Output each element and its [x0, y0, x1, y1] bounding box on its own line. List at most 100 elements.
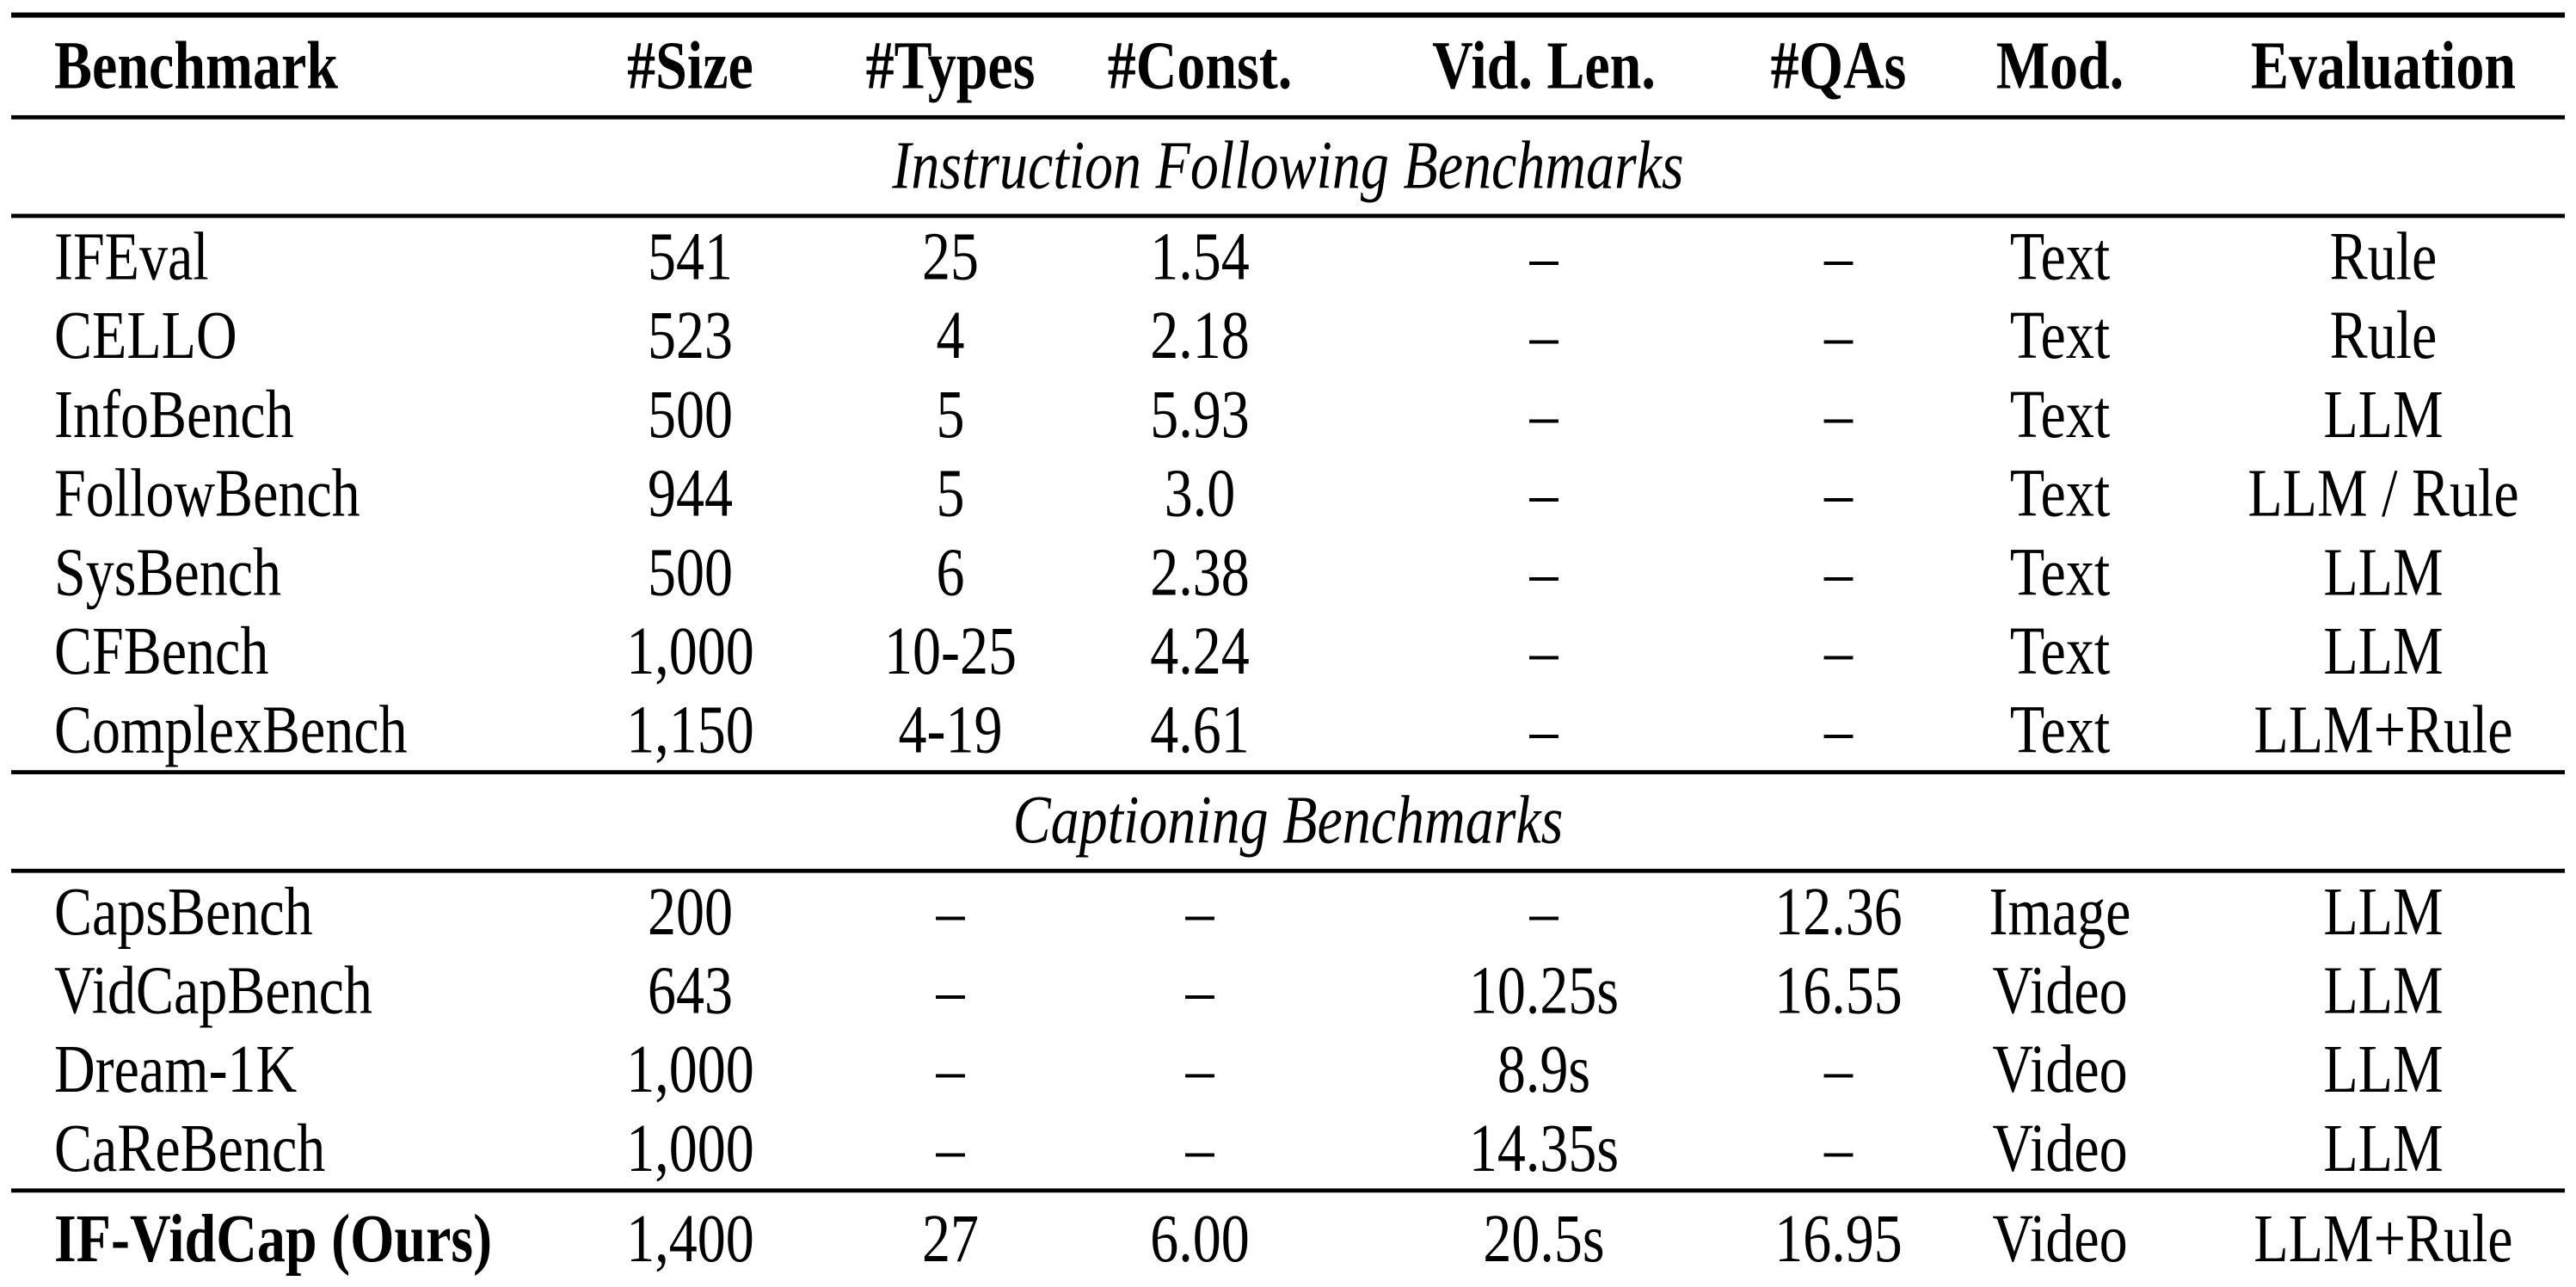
cell-evaluation: LLM / Rule — [2247, 455, 2519, 532]
cell-qas: – — [1824, 455, 1853, 532]
cell-const: 2.38 — [1150, 533, 1250, 610]
cell-size: 1,400 — [626, 1201, 754, 1278]
table-row: ComplexBench 1,150 4-19 4.61 – – Text LLM+Rule — [11, 691, 2565, 773]
cell-types: – — [936, 1031, 965, 1107]
cell-benchmark: IFEval — [54, 218, 209, 295]
cell-vid-len: – — [1529, 297, 1559, 373]
cell-mod: Video — [1992, 951, 2128, 1029]
cell-size: 1,000 — [626, 1031, 754, 1107]
section-title: Instruction Following Benchmarks — [892, 127, 1684, 204]
cell-size: 1,000 — [626, 613, 754, 689]
cell-const: 3.0 — [1164, 455, 1236, 532]
cell-const: – — [1185, 1110, 1214, 1186]
cell-size: 200 — [648, 873, 733, 950]
cell-vid-len: – — [1529, 873, 1559, 950]
cell-benchmark: VidCapBench — [54, 951, 372, 1029]
table-header: Benchmark #Size #Types #Const. Vid. Len.… — [11, 15, 2565, 117]
column-header-vid-len: Vid. Len. — [1432, 28, 1656, 104]
cell-types: – — [936, 951, 965, 1029]
cell-types: 6 — [936, 533, 965, 610]
cell-size: 643 — [648, 951, 733, 1029]
cell-evaluation: LLM — [2323, 873, 2444, 950]
cell-benchmark: CFBench — [54, 613, 269, 689]
cell-benchmark: CaReBench — [54, 1110, 326, 1186]
cell-benchmark: Dream-1K — [54, 1031, 298, 1107]
cell-size: 523 — [648, 297, 733, 373]
cell-benchmark: CELLO — [54, 297, 237, 373]
table-row: SysBench 500 6 2.38 – – Text LLM — [11, 533, 2565, 613]
cell-mod: Image — [1989, 873, 2131, 950]
cell-benchmark: InfoBench — [54, 376, 294, 453]
cell-qas: – — [1824, 613, 1853, 689]
cell-evaluation: LLM+Rule — [2253, 692, 2513, 768]
cell-evaluation: LLM — [2323, 1031, 2444, 1107]
cell-mod: Text — [2009, 297, 2111, 373]
cell-types: – — [936, 1110, 965, 1186]
cell-benchmark: FollowBench — [54, 455, 360, 532]
cell-vid-len: 14.35s — [1468, 1110, 1620, 1186]
cell-qas: – — [1824, 1031, 1853, 1107]
cell-vid-len: – — [1529, 533, 1559, 610]
table-row: VidCapBench 643 – – 10.25s 16.55 Video LLM — [11, 951, 2565, 1031]
cell-const: – — [1185, 951, 1214, 1029]
cell-evaluation: LLM — [2323, 1110, 2444, 1186]
cell-vid-len: 20.5s — [1483, 1201, 1605, 1278]
cell-vid-len: – — [1529, 692, 1559, 768]
cell-size: 500 — [648, 376, 733, 453]
table-row: IFEval 541 25 1.54 – – Text Rule — [11, 215, 2565, 296]
cell-vid-len: – — [1529, 218, 1559, 295]
cell-evaluation: LLM — [2323, 613, 2444, 689]
cell-vid-len: 8.9s — [1497, 1031, 1591, 1107]
cell-mod: Text — [2009, 376, 2111, 453]
cell-const: 6.00 — [1150, 1201, 1250, 1278]
cell-evaluation: LLM — [2323, 376, 2444, 453]
cell-types: 4 — [936, 297, 965, 373]
cell-const: 1.54 — [1150, 218, 1250, 295]
column-header-types: #Types — [865, 28, 1036, 104]
table-row: CFBench 1,000 10-25 4.24 – – Text LLM — [11, 612, 2565, 691]
benchmark-comparison-table: Benchmark #Size #Types #Const. Vid. Len.… — [11, 12, 2565, 1287]
cell-mod: Text — [2009, 613, 2111, 689]
column-header-size: #Size — [627, 28, 753, 104]
cell-size: 944 — [648, 455, 733, 532]
cell-qas: – — [1824, 376, 1853, 453]
cell-mod: Video — [1992, 1110, 2128, 1186]
cell-evaluation: LLM — [2323, 951, 2444, 1029]
cell-benchmark: SysBench — [54, 533, 281, 610]
table-row: FollowBench 944 5 3.0 – – Text LLM / Rule — [11, 454, 2565, 533]
cell-benchmark: IF-VidCap (Ours) — [54, 1201, 493, 1278]
cell-vid-len: – — [1529, 376, 1559, 453]
cell-types: 5 — [936, 376, 965, 453]
cell-types: 27 — [922, 1201, 979, 1278]
cell-const: 4.24 — [1150, 613, 1250, 689]
cell-mod: Video — [1992, 1031, 2128, 1107]
cell-types: 25 — [922, 218, 979, 295]
column-header-evaluation: Evaluation — [2250, 28, 2517, 104]
cell-benchmark: ComplexBench — [54, 692, 408, 768]
table-row: CaReBench 1,000 – – 14.35s – Video LLM — [11, 1109, 2565, 1191]
cell-evaluation: LLM+Rule — [2253, 1201, 2513, 1278]
cell-benchmark: CapsBench — [54, 873, 313, 950]
column-header-benchmark: Benchmark — [54, 28, 338, 104]
table-body: Instruction Following Benchmarks IFEval 54… — [11, 117, 2565, 1287]
cell-types: – — [936, 873, 965, 950]
cell-mod: Video — [1992, 1201, 2128, 1278]
cell-qas: 12.36 — [1774, 873, 1903, 950]
column-header-qas: #QAs — [1770, 28, 1907, 104]
cell-qas: – — [1824, 692, 1853, 768]
table-row: CapsBench 200 – – – 12.36 Image LLM — [11, 871, 2565, 951]
section-title: Captioning Benchmarks — [1012, 782, 1564, 859]
cell-mod: Text — [2009, 533, 2111, 610]
cell-types: 4-19 — [898, 692, 1003, 768]
cell-evaluation: LLM — [2323, 533, 2444, 610]
cell-types: 10-25 — [884, 613, 1017, 689]
cell-types: 5 — [936, 455, 965, 532]
cell-vid-len: 10.25s — [1468, 951, 1620, 1029]
cell-evaluation: Rule — [2329, 297, 2438, 373]
table-row: InfoBench 500 5 5.93 – – Text LLM — [11, 375, 2565, 454]
section-row: Captioning Benchmarks — [11, 772, 2565, 871]
cell-qas: 16.55 — [1774, 951, 1903, 1029]
cell-mod: Text — [2009, 455, 2111, 532]
